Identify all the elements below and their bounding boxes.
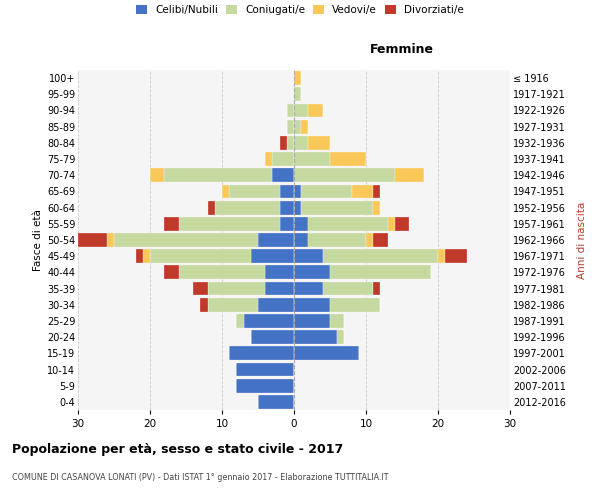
Bar xyxy=(265,282,294,296)
Bar xyxy=(445,250,467,263)
Bar xyxy=(164,266,179,280)
Bar xyxy=(308,136,330,149)
Bar xyxy=(200,298,208,312)
Bar xyxy=(330,152,366,166)
Bar xyxy=(373,200,380,214)
Bar xyxy=(294,71,301,85)
Bar xyxy=(301,120,308,134)
Bar xyxy=(265,266,294,280)
Bar xyxy=(164,217,179,230)
Bar xyxy=(308,233,366,247)
Bar xyxy=(294,120,301,134)
Bar xyxy=(294,314,330,328)
Y-axis label: Anni di nascita: Anni di nascita xyxy=(577,202,587,278)
Bar xyxy=(258,395,294,409)
Bar xyxy=(265,152,272,166)
Bar xyxy=(107,233,114,247)
Bar xyxy=(287,120,294,134)
Bar xyxy=(294,250,323,263)
Legend: Celibi/Nubili, Coniugati/e, Vedovi/e, Divorziati/e: Celibi/Nubili, Coniugati/e, Vedovi/e, Di… xyxy=(136,5,464,15)
Bar xyxy=(373,282,380,296)
Bar xyxy=(136,250,143,263)
Bar xyxy=(280,136,287,149)
Y-axis label: Fasce di età: Fasce di età xyxy=(32,209,43,271)
Bar xyxy=(294,346,359,360)
Bar xyxy=(294,88,301,101)
Bar xyxy=(294,266,330,280)
Bar xyxy=(280,217,294,230)
Bar xyxy=(229,346,294,360)
Bar xyxy=(208,298,258,312)
Bar xyxy=(323,250,438,263)
Bar xyxy=(272,168,294,182)
Bar xyxy=(352,184,373,198)
Bar xyxy=(229,184,280,198)
Bar xyxy=(294,330,337,344)
Bar xyxy=(258,233,294,247)
Bar xyxy=(330,266,431,280)
Bar xyxy=(208,282,265,296)
Bar xyxy=(294,168,395,182)
Text: Femmine: Femmine xyxy=(370,44,434,57)
Text: Popolazione per età, sesso e stato civile - 2017: Popolazione per età, sesso e stato civil… xyxy=(12,442,343,456)
Bar xyxy=(236,314,244,328)
Bar xyxy=(150,168,164,182)
Bar xyxy=(373,184,380,198)
Bar xyxy=(323,282,373,296)
Bar xyxy=(193,282,208,296)
Bar xyxy=(294,136,308,149)
Bar xyxy=(236,379,294,392)
Bar xyxy=(272,152,294,166)
Bar xyxy=(236,362,294,376)
Bar xyxy=(301,200,373,214)
Bar xyxy=(388,217,395,230)
Bar xyxy=(330,314,344,328)
Bar xyxy=(143,250,150,263)
Bar xyxy=(179,266,265,280)
Bar xyxy=(294,184,301,198)
Bar xyxy=(287,136,294,149)
Bar xyxy=(301,184,352,198)
Bar xyxy=(244,314,294,328)
Bar xyxy=(294,104,308,118)
Bar xyxy=(294,200,301,214)
Bar xyxy=(287,104,294,118)
Bar xyxy=(294,152,330,166)
Bar xyxy=(215,200,280,214)
Bar xyxy=(438,250,445,263)
Bar xyxy=(179,217,280,230)
Bar xyxy=(294,217,308,230)
Bar xyxy=(114,233,258,247)
Bar xyxy=(164,168,272,182)
Bar xyxy=(308,104,323,118)
Bar xyxy=(373,233,388,247)
Bar xyxy=(337,330,344,344)
Bar xyxy=(395,168,424,182)
Bar xyxy=(308,217,388,230)
Bar xyxy=(294,233,308,247)
Bar xyxy=(150,250,251,263)
Bar xyxy=(280,184,294,198)
Text: COMUNE DI CASANOVA LONATI (PV) - Dati ISTAT 1° gennaio 2017 - Elaborazione TUTTI: COMUNE DI CASANOVA LONATI (PV) - Dati IS… xyxy=(12,472,389,482)
Bar xyxy=(294,282,323,296)
Bar xyxy=(78,233,107,247)
Bar xyxy=(251,330,294,344)
Bar xyxy=(258,298,294,312)
Bar xyxy=(222,184,229,198)
Bar xyxy=(280,200,294,214)
Bar xyxy=(294,298,330,312)
Bar xyxy=(330,298,380,312)
Bar xyxy=(251,250,294,263)
Bar xyxy=(366,233,373,247)
Bar xyxy=(395,217,409,230)
Bar xyxy=(208,200,215,214)
